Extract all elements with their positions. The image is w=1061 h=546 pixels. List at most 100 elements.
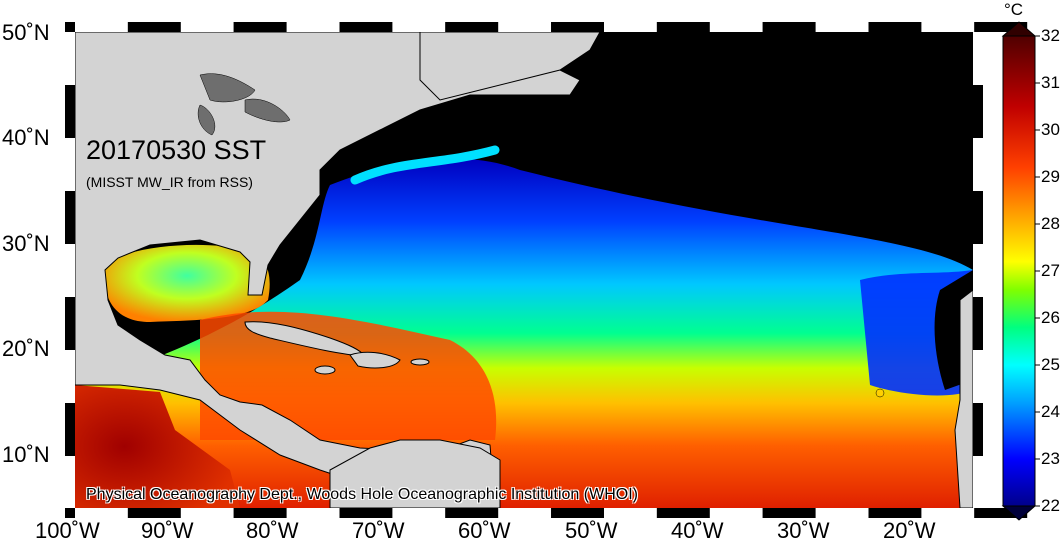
frame-bottom-segment (551, 508, 604, 518)
frame-top-segment (392, 22, 446, 32)
frame-bottom-segment (868, 508, 922, 518)
frame-top-segment (127, 22, 181, 32)
frame-bottom-segment (921, 508, 975, 518)
frame-right-segment (973, 191, 983, 244)
frame-top-segment (498, 22, 552, 32)
nova-scotia-land (419, 31, 601, 101)
frame-left-segment (65, 32, 75, 85)
frame-right-segment (973, 138, 983, 191)
frame-left-segment (65, 191, 75, 244)
frame-bottom-segment (656, 508, 710, 518)
lat-label: 30˚N (2, 231, 50, 256)
lat-label: 20˚N (2, 336, 50, 361)
lon-label: 70˚W (352, 518, 405, 543)
colorbar-min-arrow (1001, 505, 1037, 521)
colorbar-tick-label: 25 (1041, 355, 1060, 374)
lon-label: 20˚W (883, 518, 936, 543)
frame-top-segment (445, 22, 499, 32)
frame-bottom-segment (127, 508, 181, 518)
frame-bottom-segment (180, 508, 234, 518)
lon-label: 90˚W (141, 518, 194, 543)
pacific-ocean (75, 385, 240, 508)
colorbar-tick-label: 26 (1041, 308, 1060, 327)
frame-left-segment (65, 403, 75, 456)
frame-top-segment (180, 22, 234, 32)
frame-top-segment (233, 22, 287, 32)
puerto-rico-island (410, 358, 430, 366)
frame-right-segment (973, 456, 983, 508)
colorbar (1001, 21, 1040, 521)
frame-right-segment (973, 297, 983, 350)
frame-bottom-segment (339, 508, 393, 518)
frame-right-segment (973, 403, 983, 456)
colorbar-tick-label: 30 (1041, 120, 1060, 139)
frame-bottom-segment (75, 508, 128, 518)
colorbar-scale (1002, 35, 1036, 507)
lon-label: 100˚W (35, 518, 100, 543)
frame-left-segment (65, 244, 75, 297)
frame-left-segment (65, 138, 75, 191)
frame-bottom-segment (392, 508, 446, 518)
frame-bottom-segment (604, 508, 657, 518)
map-title: 20170530 SST (86, 135, 267, 165)
lon-label: 30˚W (777, 518, 830, 543)
frame-ticks (65, 22, 1028, 518)
frame-bottom-segment (286, 508, 340, 518)
colorbar-tick-label: 23 (1041, 449, 1060, 468)
frame-right-segment (973, 85, 983, 138)
lon-label: 60˚W (458, 518, 511, 543)
colorbar-tick-label: 31 (1041, 73, 1060, 92)
frame-top-segment (551, 22, 604, 32)
frame-top-segment (339, 22, 393, 32)
lon-label: 40˚W (671, 518, 724, 543)
frame-left-segment (65, 297, 75, 350)
hispaniola-island (349, 351, 401, 369)
map-subtitle: (MISST MW_IR from RSS) (86, 174, 253, 190)
frame-bottom-segment (498, 508, 552, 518)
colorbar-tick-label: 27 (1041, 261, 1060, 280)
lat-label: 40˚N (2, 125, 50, 150)
frame-top-segment (762, 22, 816, 32)
lat-label: 50˚N (2, 20, 50, 45)
frame-top-segment (815, 22, 869, 32)
jamaica-island (314, 365, 336, 375)
frame-right-segment (973, 244, 983, 297)
gulf-of-mexico (104, 244, 270, 322)
caribbean-sea (200, 311, 497, 440)
frame-top-segment (921, 22, 975, 32)
frame-bottom-segment (445, 508, 499, 518)
frame-bottom-segment (762, 508, 816, 518)
frame-bottom-segment (709, 508, 763, 518)
frame-left-segment (65, 350, 75, 403)
lon-label: 50˚W (565, 518, 618, 543)
frame-left-segment (65, 456, 75, 508)
colorbar-tick-label: 29 (1041, 167, 1060, 186)
cape-verde-islands (875, 388, 885, 398)
frame-bottom-segment (233, 508, 287, 518)
frame-top-segment (709, 22, 763, 32)
frame-right-segment (973, 32, 983, 85)
colorbar-tick-label: 24 (1041, 402, 1060, 421)
frame-top-segment (75, 22, 128, 32)
colorbar-max-arrow (1001, 21, 1037, 37)
colorbar-tick-label: 32 (1041, 26, 1060, 45)
colorbar-unit: °C (1004, 0, 1024, 19)
frame-top-segment (974, 22, 1028, 32)
frame-top-segment (286, 22, 340, 32)
colorbar-tick-label: 28 (1041, 214, 1060, 233)
frame-top-segment (656, 22, 710, 32)
colorbar-ticks (1035, 35, 1040, 507)
frame-top-segment (604, 22, 657, 32)
frame-bottom-segment (974, 508, 1028, 518)
colorbar-tick-label: 22 (1041, 496, 1060, 515)
frame-right-segment (973, 350, 983, 403)
lat-label: 10˚N (2, 442, 50, 467)
lon-label: 80˚W (246, 518, 299, 543)
frame-bottom-segment (815, 508, 869, 518)
credit-text: Physical Oceanography Dept., Woods Hole … (86, 486, 638, 503)
frame-top-segment (868, 22, 922, 32)
great-lakes (197, 73, 291, 136)
gulf-stream (350, 145, 500, 185)
